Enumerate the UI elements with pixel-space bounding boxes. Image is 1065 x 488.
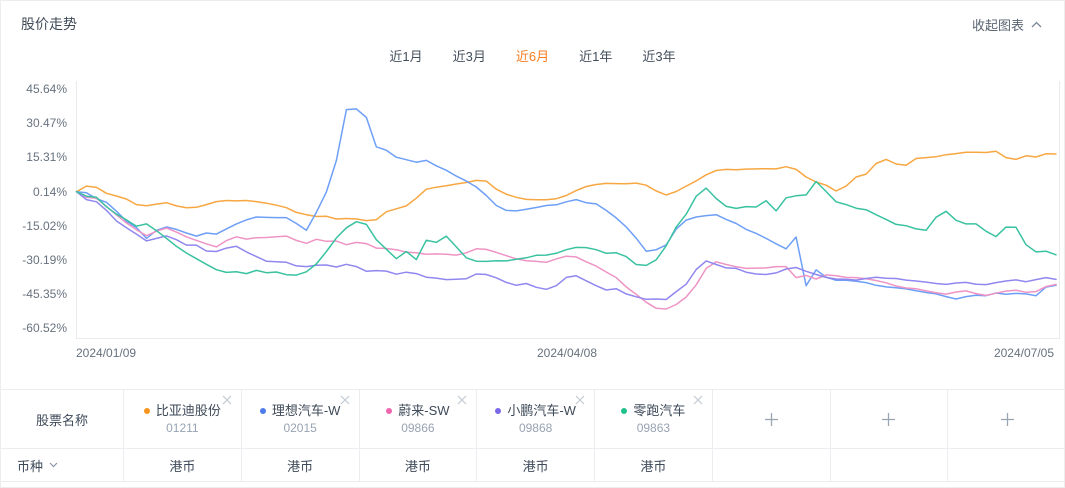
- stock-code: 09866: [401, 421, 435, 435]
- remove-stock-icon[interactable]: [457, 395, 467, 405]
- currency-cell-09868: 港币: [477, 449, 595, 481]
- y-axis-tick: 45.64%: [26, 82, 67, 96]
- stock-table: 股票名称 比亚迪股份 01211 理想汽车-W 02015 蔚来-SW 09866 小鹏汽车…: [1, 389, 1064, 482]
- y-axis-tick: 0.14%: [32, 184, 67, 199]
- add-stock-icon[interactable]: [1000, 412, 1015, 427]
- stock-name: 蔚来-SW: [398, 403, 450, 418]
- plot-border: [76, 81, 1060, 339]
- series-line-01211: [75, 150, 1057, 222]
- tab-近6月[interactable]: 近6月: [515, 49, 550, 64]
- currency-cell-09863: 港币: [595, 449, 713, 481]
- series-line-09868: [75, 190, 1057, 301]
- x-axis-label-start: 2024/01/09: [76, 346, 137, 360]
- currency-row-label[interactable]: 币种: [1, 449, 124, 481]
- stock-name: 零跑汽车: [633, 403, 686, 418]
- time-range-tabs: 近1月 近3月 近6月 近1年 近3年: [1, 46, 1064, 65]
- y-axis-tick: -60.52%: [22, 321, 67, 336]
- series-line-02015: [75, 108, 1057, 300]
- currency-value: 港币: [169, 458, 196, 474]
- tab-近1月[interactable]: 近1月: [389, 49, 423, 64]
- y-axis-tick: 15.31%: [26, 150, 67, 165]
- add-stock-cell[interactable]: [713, 390, 831, 448]
- currency-value: 港币: [404, 458, 431, 474]
- tab-近3年[interactable]: 近3年: [642, 49, 676, 64]
- series-color-dot: [386, 407, 393, 414]
- price-trend-chart[interactable]: [1, 1, 1065, 361]
- add-stock-icon[interactable]: [881, 412, 896, 427]
- tab-近3月[interactable]: 近3月: [452, 49, 486, 64]
- x-axis-label-mid: 2024/04/08: [536, 346, 598, 360]
- add-stock-icon[interactable]: [764, 412, 779, 427]
- x-axis-label-end: 2024/07/05: [993, 346, 1054, 360]
- stock-cell-02015[interactable]: 理想汽车-W 02015: [242, 390, 360, 448]
- remove-stock-icon[interactable]: [693, 395, 703, 405]
- page-title: 股价走势: [21, 16, 77, 32]
- series-color-dot: [621, 407, 628, 414]
- remove-stock-icon[interactable]: [222, 395, 232, 405]
- series-line-09863: [75, 180, 1057, 276]
- stock-name: 理想汽车-W: [271, 403, 341, 418]
- collapse-chart-label: 收起图表: [971, 18, 1024, 33]
- chevron-down-icon: [49, 462, 58, 468]
- series-color-dot: [143, 407, 150, 414]
- stock-code: 09868: [518, 421, 553, 435]
- series-color-dot: [259, 407, 266, 414]
- y-axis-tick: 30.47%: [26, 116, 67, 131]
- stock-cell-09863[interactable]: 零跑汽车 09863: [595, 390, 713, 448]
- empty-currency-cell: [713, 449, 831, 481]
- remove-stock-icon[interactable]: [575, 395, 585, 405]
- series-line-09866: [75, 190, 1057, 310]
- currency-cell-01211: 港币: [124, 449, 242, 481]
- currency-row: 币种 港币 港币 港币 港币 港币: [1, 449, 1064, 482]
- tab-近1年[interactable]: 近1年: [579, 49, 613, 64]
- stock-cell-01211[interactable]: 比亚迪股份 01211: [124, 390, 242, 448]
- stock-name: 小鹏汽车-W: [507, 403, 576, 418]
- stock-cell-09866[interactable]: 蔚来-SW 09866: [360, 390, 478, 448]
- add-stock-cell[interactable]: [948, 390, 1064, 448]
- stock-code: 01211: [166, 421, 199, 435]
- currency-value: 港币: [522, 458, 549, 474]
- currency-value: 港币: [640, 458, 667, 474]
- currency-cell-09866: 港币: [360, 449, 478, 481]
- empty-currency-cell: [831, 449, 949, 481]
- stock-name-row: 股票名称 比亚迪股份 01211 理想汽车-W 02015 蔚来-SW 09866 小鹏汽车…: [1, 389, 1064, 449]
- stock-name: 比亚迪股份: [155, 403, 221, 418]
- empty-currency-cell: [948, 449, 1064, 481]
- y-axis-tick: -45.35%: [22, 287, 67, 302]
- stock-code: 02015: [283, 421, 317, 435]
- stock-name-row-label: 股票名称: [1, 390, 124, 448]
- y-axis-tick: -15.02%: [22, 218, 67, 233]
- add-stock-cell[interactable]: [831, 390, 949, 448]
- stock-code: 09863: [636, 421, 671, 435]
- chevron-up-icon: [1031, 21, 1042, 28]
- currency-row-label-text: 币种: [17, 458, 44, 474]
- remove-stock-icon[interactable]: [340, 395, 350, 405]
- series-color-dot: [495, 407, 502, 414]
- collapse-chart-button[interactable]: 收起图表: [972, 15, 1042, 34]
- stock-cell-09868[interactable]: 小鹏汽车-W 09868: [477, 390, 595, 448]
- y-axis-tick: -30.19%: [22, 253, 67, 267]
- currency-cell-02015: 港币: [242, 449, 360, 481]
- currency-value: 港币: [287, 458, 314, 474]
